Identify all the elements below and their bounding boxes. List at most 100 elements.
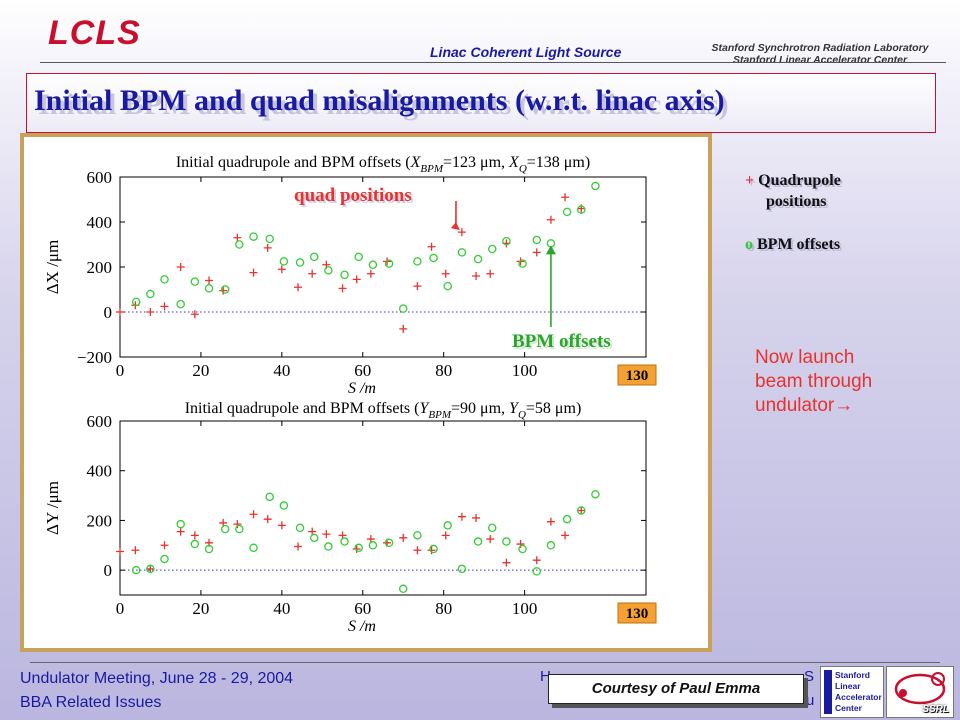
footer-right-partial-3: u — [806, 692, 815, 709]
quad-point — [116, 547, 124, 556]
bpm-point — [518, 259, 527, 268]
header-org: Stanford Synchrotron Radiation Laborator… — [690, 42, 950, 66]
courtesy-box: Courtesy of Paul Emma — [548, 674, 804, 704]
bpm-point — [429, 253, 438, 263]
quad-positions-annotation: quad positions — [294, 185, 412, 206]
quad-point — [160, 541, 169, 550]
ssrl-logo: SSRL — [886, 666, 954, 718]
bpm-point — [131, 565, 141, 575]
quad-point — [486, 269, 495, 278]
bpm-point — [429, 544, 438, 554]
quad-point — [472, 272, 481, 280]
bpm-point — [473, 254, 483, 264]
ssrl-logo-text: SSRL — [922, 704, 949, 715]
bpm-point — [562, 207, 572, 217]
bpm-point — [146, 289, 155, 299]
bpm-point — [204, 284, 214, 293]
quad-point — [352, 275, 361, 284]
quad-point — [516, 540, 525, 549]
bpm-point — [190, 539, 200, 549]
bpm-point — [546, 541, 556, 550]
bpm-point — [235, 240, 244, 249]
bpm-point — [562, 514, 572, 524]
end-tick-label: 130 — [626, 606, 649, 622]
bpm-point — [502, 236, 511, 246]
header-subtitle: Linac Coherent Light Source — [430, 44, 622, 60]
y-tick-label: 600 — [87, 412, 113, 431]
bpm-point — [354, 252, 363, 262]
bpm-point — [473, 537, 483, 546]
footer-right-partial-2: S — [804, 668, 815, 685]
bpm-point — [577, 205, 586, 214]
quad-point — [577, 506, 586, 515]
quad-point — [277, 265, 286, 274]
x-tick-label: 0 — [116, 361, 125, 380]
bpm-point — [398, 584, 408, 594]
plot-axes-box — [119, 420, 647, 596]
slac-logo-text: Stanford Linear Accelerator Center — [835, 670, 882, 713]
bpm-point — [398, 304, 408, 313]
x-tick-label: 60 — [354, 361, 371, 380]
x-tick-label: 0 — [116, 599, 125, 618]
quad-point — [399, 533, 408, 542]
quad-point — [233, 233, 242, 242]
end-tick-box — [617, 364, 657, 386]
footer-right-partial-1: H — [540, 668, 551, 685]
quad-point — [294, 542, 303, 551]
quad-point — [457, 512, 466, 521]
bpm-point — [324, 542, 333, 551]
bpm-point — [324, 266, 333, 275]
quad-point — [546, 517, 555, 526]
bpm-point — [591, 490, 600, 499]
quad-point — [352, 545, 361, 554]
quad-point — [366, 269, 375, 278]
x-tick-label: 40 — [273, 599, 290, 618]
slac-logo: Stanford Linear Accelerator Center — [820, 666, 884, 718]
plot-annotations: quad positions BPM offsets — [294, 185, 611, 352]
bpm-point — [532, 235, 542, 245]
quad-point — [561, 193, 570, 202]
quad-point — [532, 556, 541, 565]
bpm-offsets-annotation: BPM offsets — [512, 331, 611, 352]
quad-point — [561, 531, 570, 540]
bpm-point — [235, 524, 244, 534]
bpm-point — [265, 492, 274, 502]
bpm-point — [340, 270, 349, 280]
end-tick-label: 130 — [626, 368, 649, 384]
quad-point — [308, 269, 317, 278]
bpm-point — [413, 257, 422, 266]
bpm-point — [295, 258, 305, 267]
bpm-point — [487, 523, 497, 533]
quad-arrowhead — [450, 222, 460, 231]
y-tick-label: 200 — [87, 258, 113, 277]
bpm-point — [204, 544, 214, 554]
quad-point — [116, 308, 124, 316]
quad-point — [190, 531, 199, 540]
footer-meeting: Undulator Meeting, June 28 - 29, 2004 — [20, 670, 294, 687]
y-tick-label: −200 — [77, 348, 112, 367]
x-axis-label: S /m — [348, 618, 376, 635]
quad-point — [322, 530, 331, 539]
legend-quad-marker: + — [745, 172, 755, 189]
bpm-point — [249, 232, 258, 241]
y-tick-label: 200 — [87, 511, 113, 530]
quad-point — [486, 535, 495, 544]
bpm-point — [146, 564, 155, 574]
quad-point — [532, 248, 541, 257]
org-line-2: Stanford Linear Accelerator Center — [732, 54, 908, 66]
quad-point — [190, 310, 199, 319]
legend-quad-line2: positions — [766, 193, 827, 210]
quad-point — [338, 284, 347, 293]
quad-point — [263, 243, 272, 252]
quad-point — [413, 282, 422, 291]
quad-point — [427, 546, 436, 555]
x-axis-label: S /m — [348, 380, 376, 397]
quad-point — [146, 564, 155, 573]
quad-point — [263, 515, 272, 524]
y-tick-label: 400 — [87, 462, 113, 481]
bpm-point — [413, 531, 422, 540]
bpm-point — [368, 260, 378, 270]
slide-title: Initial BPM and quad misalignments (w.r.… — [34, 84, 725, 117]
quad-point — [146, 308, 155, 316]
x-tick-label: 40 — [273, 361, 290, 380]
